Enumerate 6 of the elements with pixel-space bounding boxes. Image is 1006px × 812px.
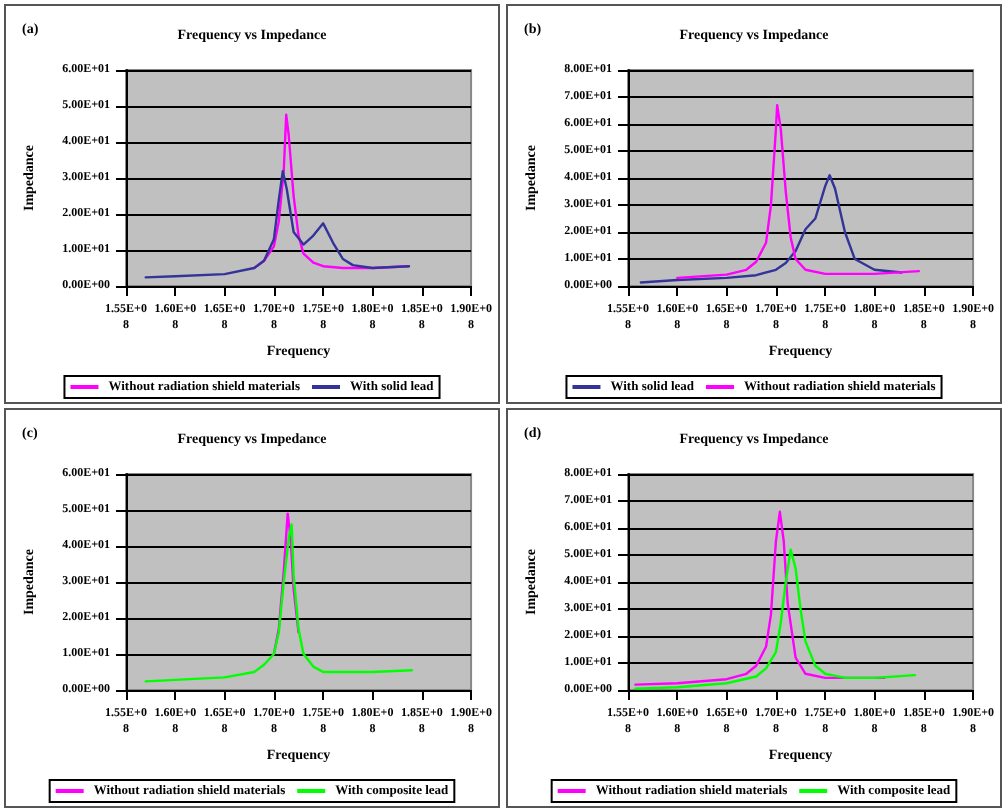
line-series: [144, 523, 414, 683]
line-series: [639, 174, 903, 284]
line-series: [634, 510, 886, 686]
line-series: [676, 103, 921, 280]
line-series: [144, 169, 411, 279]
line-series: [634, 548, 917, 690]
